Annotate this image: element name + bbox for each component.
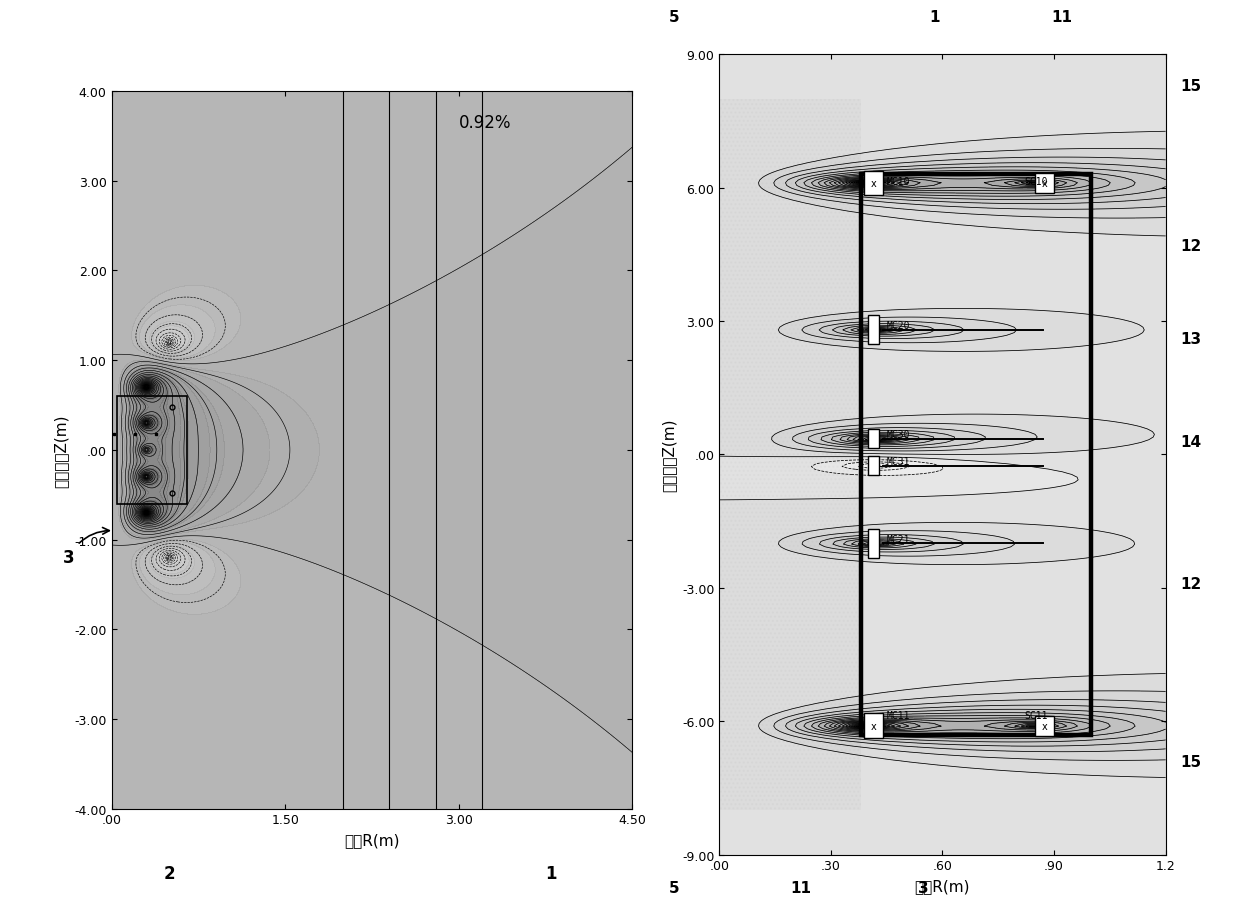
Bar xyxy=(868,457,879,475)
Text: 14: 14 xyxy=(1180,434,1202,449)
Bar xyxy=(118,396,187,504)
Text: 12: 12 xyxy=(1180,576,1202,591)
Text: 1: 1 xyxy=(930,10,940,25)
Text: MC30: MC30 xyxy=(887,430,910,440)
Text: 12: 12 xyxy=(1180,239,1202,254)
Text: 3: 3 xyxy=(919,880,929,895)
Text: 11: 11 xyxy=(791,880,811,895)
Text: 5: 5 xyxy=(670,10,680,25)
Bar xyxy=(864,714,883,738)
Text: SC11: SC11 xyxy=(1024,709,1048,720)
Text: 2: 2 xyxy=(164,864,175,882)
Y-axis label: 轴向位置Z(m): 轴向位置Z(m) xyxy=(53,414,68,487)
Text: 1: 1 xyxy=(546,864,557,882)
Text: 15: 15 xyxy=(1180,79,1202,94)
Bar xyxy=(1035,174,1054,194)
Bar xyxy=(868,430,879,448)
Text: 11: 11 xyxy=(1052,10,1071,25)
Text: MC11: MC11 xyxy=(887,709,910,720)
Text: 5: 5 xyxy=(670,880,680,895)
Text: x: x xyxy=(870,179,877,189)
Text: MC10: MC10 xyxy=(887,176,910,187)
Y-axis label: 轴向位置Z(m): 轴向位置Z(m) xyxy=(661,418,676,492)
Text: SC10: SC10 xyxy=(1024,176,1048,187)
Text: 15: 15 xyxy=(1180,754,1202,769)
Text: 3: 3 xyxy=(63,528,109,566)
Text: MC31: MC31 xyxy=(887,457,910,467)
Bar xyxy=(868,529,879,558)
X-axis label: 半径R(m): 半径R(m) xyxy=(345,832,399,847)
Bar xyxy=(864,172,883,196)
Text: 0.92%: 0.92% xyxy=(459,114,511,131)
Text: x: x xyxy=(1042,720,1048,731)
Text: x: x xyxy=(1042,179,1048,189)
Text: x: x xyxy=(870,720,877,731)
Text: MC20: MC20 xyxy=(887,321,910,331)
Text: 13: 13 xyxy=(1180,332,1202,346)
Text: MC21: MC21 xyxy=(887,534,910,544)
X-axis label: 半径R(m): 半径R(m) xyxy=(915,878,970,893)
Bar xyxy=(861,176,1091,735)
Bar xyxy=(1035,716,1054,736)
Bar xyxy=(868,316,879,345)
